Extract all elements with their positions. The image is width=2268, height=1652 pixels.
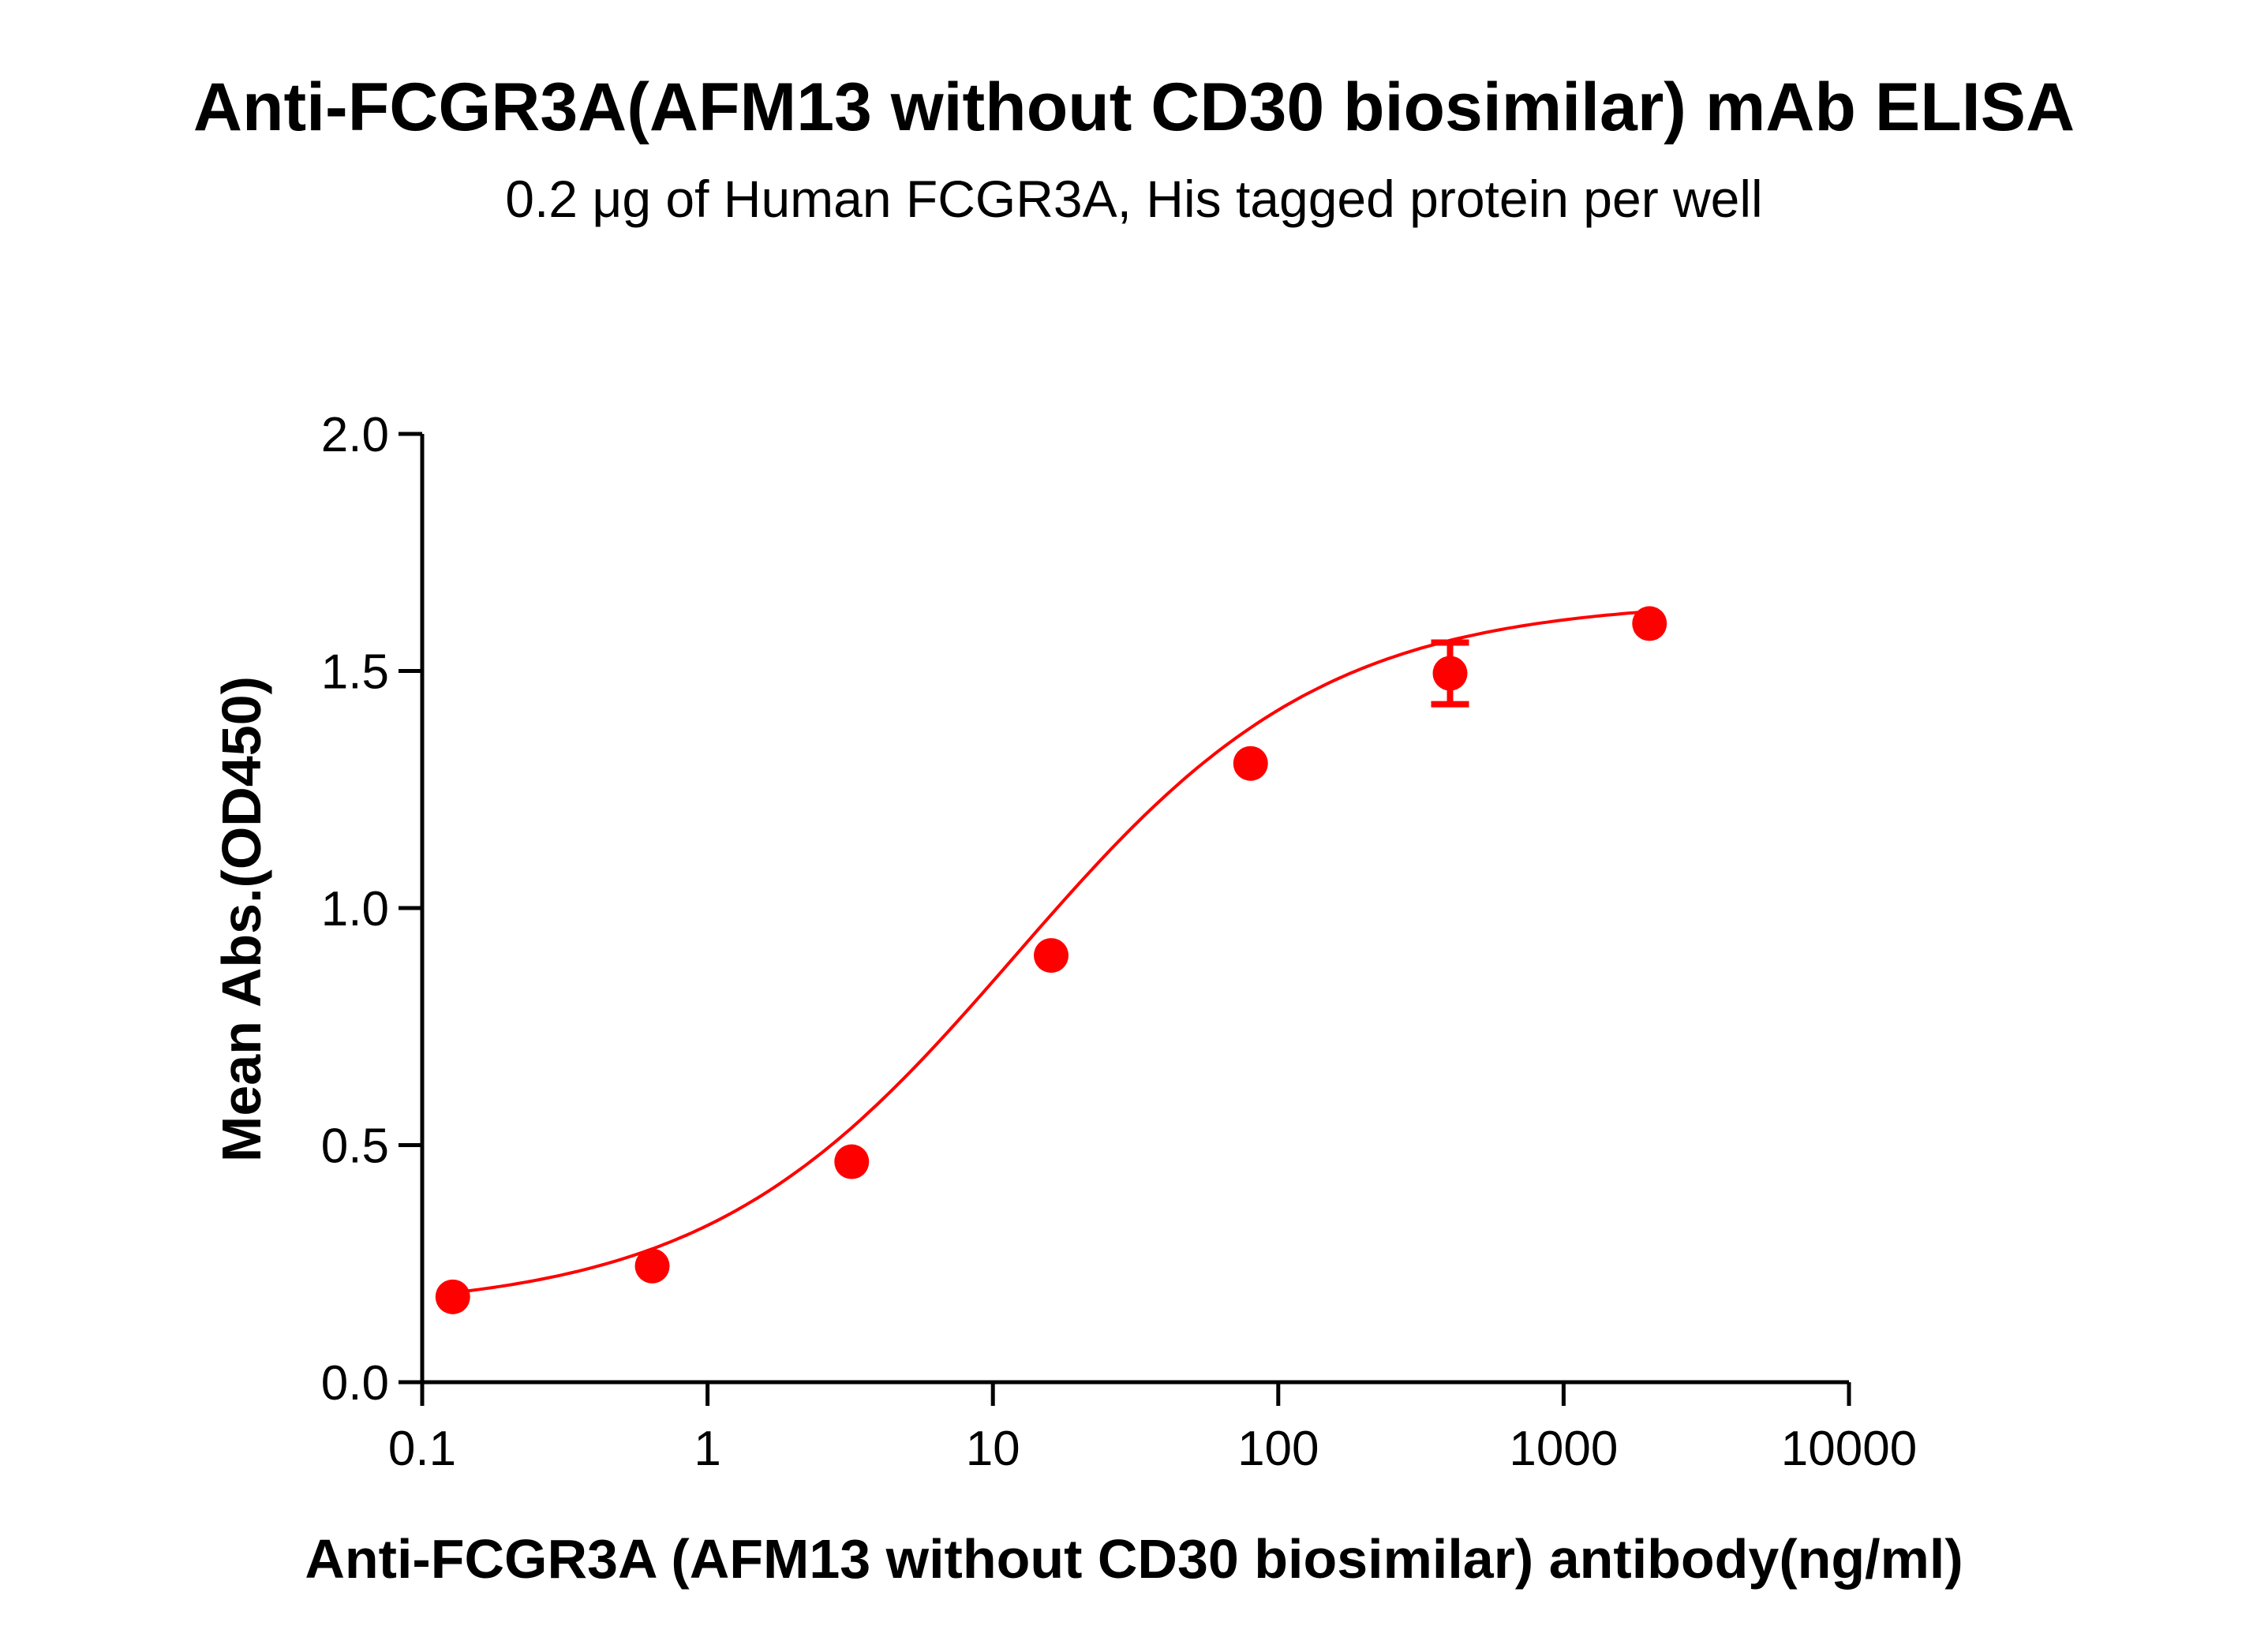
x-tick-label: 1: [694, 1422, 720, 1476]
y-tick-label: 0.5: [321, 1119, 389, 1174]
data-point: [1432, 656, 1468, 691]
x-axis-label: Anti-FCGR3A (AFM13 without CD30 biosimil…: [305, 1528, 1963, 1590]
chart-subtitle: 0.2 μg of Human FCGR3A, His tagged prote…: [505, 170, 1762, 228]
x-tick-label: 1000: [1509, 1422, 1618, 1476]
data-point: [435, 1279, 470, 1314]
data-point: [1632, 606, 1667, 641]
data-points: [435, 606, 1667, 1314]
x-tick-label: 10000: [1781, 1422, 1917, 1476]
y-tick-label: 1.5: [321, 645, 389, 700]
y-tick-label: 0.0: [321, 1356, 389, 1411]
y-tick-label: 1.0: [321, 882, 389, 936]
x-axis-ticks: 0.1 1 10 100 1000 10000: [388, 1382, 1917, 1476]
data-point: [634, 1248, 670, 1284]
data-point: [834, 1144, 870, 1179]
y-tick-label: 2.0: [321, 408, 389, 462]
y-axis-label: Mean Abs.(OD450): [211, 676, 272, 1162]
data-point: [1034, 938, 1069, 974]
y-axis-ticks: 0.0 0.5 1.0 1.5 2.0: [321, 408, 422, 1411]
x-tick-label: 10: [966, 1422, 1020, 1476]
data-point: [1233, 746, 1268, 781]
chart-title: Anti-FCGR3A(AFM13 without CD30 biosimila…: [193, 69, 2075, 145]
axes: [420, 434, 1849, 1385]
x-tick-label: 100: [1237, 1422, 1319, 1476]
x-tick-label: 0.1: [388, 1422, 456, 1476]
